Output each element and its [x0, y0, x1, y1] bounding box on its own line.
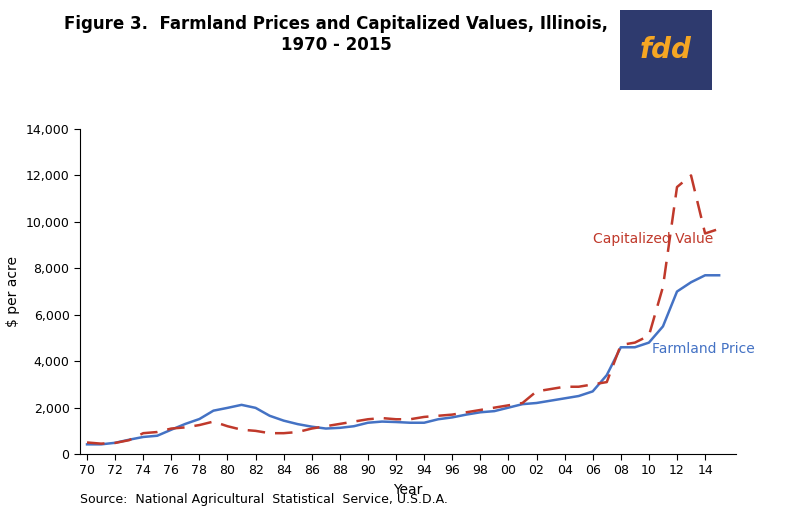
Text: Capitalized Value: Capitalized Value — [593, 232, 713, 246]
Text: Farmland Price: Farmland Price — [652, 342, 754, 356]
Text: fdd: fdd — [640, 36, 692, 64]
Text: Figure 3.  Farmland Prices and Capitalized Values, Illinois,
1970 - 2015: Figure 3. Farmland Prices and Capitalize… — [64, 15, 608, 54]
X-axis label: Year: Year — [394, 483, 422, 497]
Y-axis label: $ per acre: $ per acre — [6, 256, 20, 327]
Text: Source:  National Agricultural  Statistical  Service, U.S.D.A.: Source: National Agricultural Statistica… — [80, 493, 448, 506]
